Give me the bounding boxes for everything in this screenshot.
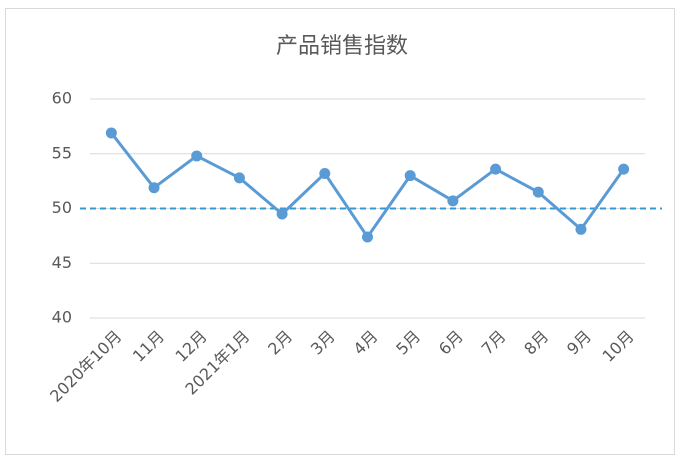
data-point [105, 127, 117, 139]
data-point [404, 170, 416, 182]
data-point [532, 186, 544, 198]
y-tick-label: 45 [52, 253, 72, 272]
data-point [276, 208, 288, 220]
chart-frame [5, 8, 675, 455]
data-point [233, 172, 245, 184]
data-point [575, 223, 587, 235]
data-point [362, 231, 373, 243]
data-point [191, 150, 203, 162]
data-point [148, 182, 160, 194]
y-tick-label: 40 [52, 308, 72, 327]
data-point [490, 163, 502, 175]
y-tick-label: 60 [52, 89, 72, 108]
plot [80, 127, 662, 243]
data-point [319, 167, 331, 179]
chart-title: 产品销售指数 [276, 34, 408, 59]
data-point [618, 163, 630, 175]
data-point [447, 195, 459, 207]
y-tick-label: 50 [52, 198, 72, 217]
y-tick-label: 55 [52, 143, 72, 162]
